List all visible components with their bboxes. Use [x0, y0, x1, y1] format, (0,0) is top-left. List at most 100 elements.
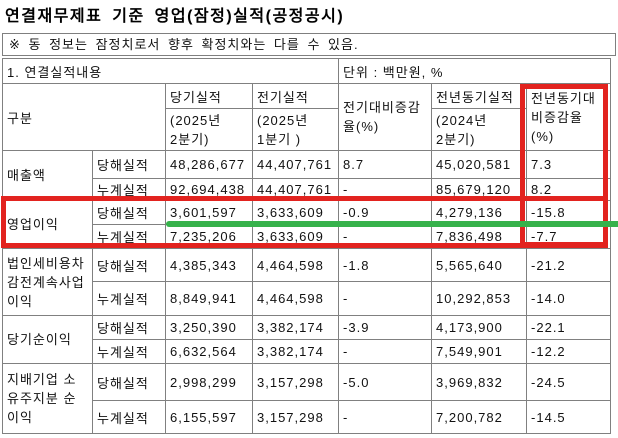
revenue-quarter-qoq: 8.7 — [338, 150, 433, 179]
yoy-period-line1: (2024년 — [436, 112, 488, 128]
revenue-cumulative-yoy: 8.2 — [526, 178, 612, 201]
table-row-net-profit-cumulative: 누계실적 6,632,564 3,382,174 - 7,549,901 -12… — [3, 339, 612, 364]
pretax-profit-cumulative-current: 8,849,941 — [165, 281, 253, 316]
controlling-interest-cumulative-previous: 3,157,298 — [251, 400, 340, 434]
current-period-line1: (2025년 — [170, 112, 222, 128]
yoy-period-line2: 2분기) — [436, 131, 476, 147]
current-period-line2: 2분기) — [170, 131, 210, 147]
consolidated-results-table: 1. 연결실적내용 단위 : 백만원, % 구분 당기실적 전기실적 전기대비증… — [1, 58, 612, 434]
net-profit-quarter-previous: 3,382,174 — [251, 315, 340, 340]
yoy-quarter-period: (2024년 2분기) — [431, 108, 528, 151]
current-quarter-period: (2025년 2분기) — [165, 108, 253, 151]
controlling-interest-quarter-current: 2,998,299 — [165, 363, 253, 401]
col-header-category: 구분 — [2, 83, 166, 151]
pretax-profit-cumulative-qoq: - — [338, 281, 433, 316]
controlling-interest-cumulative-yoy: -14.5 — [526, 400, 612, 434]
table-row-revenue-cumulative: 누계실적 92,694,438 44,407,761 - 85,679,120 … — [3, 178, 612, 201]
controlling-interest-quarter-yoy: -24.5 — [526, 363, 612, 401]
controlling-interest-quarter-type: 당해실적 — [92, 363, 166, 401]
controlling-interest-quarter-qoq: -5.0 — [338, 363, 433, 401]
revenue-category: 매출액 — [2, 150, 93, 201]
net-profit-cumulative-yoy: -12.2 — [526, 339, 612, 364]
col-header-previous-quarter: 전기실적 — [251, 83, 340, 109]
pretax-profit-quarter-current: 4,385,343 — [165, 248, 253, 282]
controlling-interest-quarter-yoy-actual: 3,969,832 — [431, 363, 528, 401]
table-row-controlling-interest-quarter: 지배기업 소유주지분 순이익 당해실적 2,998,299 3,157,298 … — [2, 363, 612, 434]
col-header-qoq-change: 전기대비증감율(%) — [338, 83, 433, 151]
col-header-yoy-change: 전년동기대비증감율(%) — [526, 83, 612, 151]
revenue-cumulative-current: 92,694,438 — [165, 178, 253, 201]
operating-profit-quarter-yoy: -15.8 — [526, 200, 612, 225]
provisional-notice-box: ※ 동 정보는 잠정치로서 향후 확정치와는 다를 수 있음. — [2, 33, 616, 56]
controlling-interest-cumulative-type: 누계실적 — [92, 400, 166, 434]
operating-profit-quarter-yoy-actual: 4,279,136 — [431, 200, 528, 225]
revenue-cumulative-qoq: - — [338, 178, 433, 201]
net-profit-quarter-yoy-actual: 4,173,900 — [431, 315, 528, 340]
revenue-quarter-yoy: 7.3 — [526, 150, 612, 179]
pretax-profit-cumulative-yoy: -14.0 — [526, 281, 612, 316]
revenue-quarter-type: 당해실적 — [92, 150, 166, 179]
net-profit-cumulative-yoy-actual: 7,549,901 — [431, 339, 528, 364]
operating-profit-cumulative-current: 7,235,206 — [165, 224, 253, 249]
header-row-labels: 구분 당기실적 전기실적 전기대비증감율(%) 전년동기실적 전년동기대비증감율… — [2, 83, 612, 151]
table-row-net-profit-quarter: 당기순이익 당해실적 3,250,390 3,382,174 -3.9 4,17… — [2, 315, 612, 364]
pretax-profit-cumulative-previous: 4,464,598 — [251, 281, 340, 316]
net-profit-quarter-current: 3,250,390 — [165, 315, 253, 340]
provisional-notice-text: ※ 동 정보는 잠정치로서 향후 확정치와는 다를 수 있음. — [9, 37, 359, 52]
pretax-profit-quarter-yoy: -21.2 — [526, 248, 612, 282]
revenue-quarter-current: 48,286,677 — [165, 150, 253, 179]
section-unit-row: 1. 연결실적내용 단위 : 백만원, % — [1, 58, 612, 84]
table-row-pretax-profit-quarter: 법인세비용차감전계속사업이익 당해실적 4,385,343 4,464,598 … — [2, 248, 612, 316]
col-header-yoy-quarter: 전년동기실적 — [431, 83, 528, 109]
table-row-controlling-interest-cumulative: 누계실적 6,155,597 3,157,298 - 7,200,782 -14… — [3, 400, 612, 434]
previous-quarter-period: (2025년 1분기 ) — [251, 108, 340, 151]
col-header-current-quarter: 당기실적 — [165, 83, 253, 109]
pretax-profit-quarter-type: 당해실적 — [92, 248, 166, 282]
operating-profit-cumulative-previous: 3,633,609 — [251, 224, 340, 249]
pretax-profit-quarter-qoq: -1.8 — [338, 248, 433, 282]
operating-profit-quarter-qoq: -0.9 — [338, 200, 433, 225]
controlling-interest-quarter-previous: 3,157,298 — [251, 363, 340, 401]
previous-period-line2: 1분기 ) — [257, 131, 302, 147]
pretax-profit-category: 법인세비용차감전계속사업이익 — [2, 248, 93, 316]
net-profit-cumulative-type: 누계실적 — [92, 339, 166, 364]
revenue-quarter-yoy-actual: 45,020,581 — [431, 150, 528, 179]
net-profit-quarter-qoq: -3.9 — [338, 315, 433, 340]
table-row-operating-profit-cumulative: 누계실적 7,235,206 3,633,609 - 7,836,498 -7.… — [3, 224, 612, 249]
pretax-profit-cumulative-yoy-actual: 10,292,853 — [431, 281, 528, 316]
revenue-quarter-previous: 44,407,761 — [251, 150, 340, 179]
revenue-cumulative-previous: 44,407,761 — [251, 178, 340, 201]
net-profit-cumulative-qoq: - — [338, 339, 433, 364]
net-profit-cumulative-current: 6,632,564 — [165, 339, 253, 364]
pretax-profit-quarter-previous: 4,464,598 — [251, 248, 340, 282]
net-profit-quarter-yoy: -22.1 — [526, 315, 612, 340]
controlling-interest-cumulative-qoq: - — [338, 400, 433, 434]
net-profit-cumulative-previous: 3,382,174 — [251, 339, 340, 364]
operating-profit-category: 영업이익 — [2, 200, 93, 249]
net-profit-quarter-type: 당해실적 — [92, 315, 166, 340]
net-profit-category: 당기순이익 — [2, 315, 93, 364]
operating-profit-cumulative-yoy-actual: 7,836,498 — [431, 224, 528, 249]
table-row-pretax-profit-cumulative: 누계실적 8,849,941 4,464,598 - 10,292,853 -1… — [3, 281, 612, 316]
table-row-operating-profit-quarter: 영업이익 당해실적 3,601,597 3,633,609 -0.9 4,279… — [2, 200, 612, 249]
operating-profit-cumulative-type: 누계실적 — [92, 224, 166, 249]
controlling-interest-category: 지배기업 소유주지분 순이익 — [2, 363, 93, 434]
previous-period-line1: (2025년 — [257, 112, 309, 128]
controlling-interest-cumulative-current: 6,155,597 — [165, 400, 253, 434]
pretax-profit-quarter-yoy-actual: 5,565,640 — [431, 248, 528, 282]
operating-profit-cumulative-yoy: -7.7 — [526, 224, 612, 249]
operating-profit-quarter-current: 3,601,597 — [165, 200, 253, 225]
pretax-profit-cumulative-type: 누계실적 — [92, 281, 166, 316]
page-title: 연결재무제표 기준 영업(잠정)실적(공정공시) — [5, 8, 345, 25]
revenue-cumulative-type: 누계실적 — [92, 178, 166, 201]
operating-profit-quarter-type: 당해실적 — [92, 200, 166, 225]
controlling-interest-cumulative-yoy-actual: 7,200,782 — [431, 400, 528, 434]
header-row-periods: (2025년 2분기) (2025년 1분기 ) (2024년 2분기) — [3, 108, 611, 151]
table-row-revenue-quarter: 매출액 당해실적 48,286,677 44,407,761 8.7 45,02… — [2, 150, 612, 201]
operating-profit-cumulative-qoq: - — [338, 224, 433, 249]
section-label: 1. 연결실적내용 — [1, 58, 340, 84]
operating-profit-quarter-previous: 3,633,609 — [251, 200, 340, 225]
revenue-cumulative-yoy-actual: 85,679,120 — [431, 178, 528, 201]
unit-label: 단위 : 백만원, % — [338, 58, 612, 84]
